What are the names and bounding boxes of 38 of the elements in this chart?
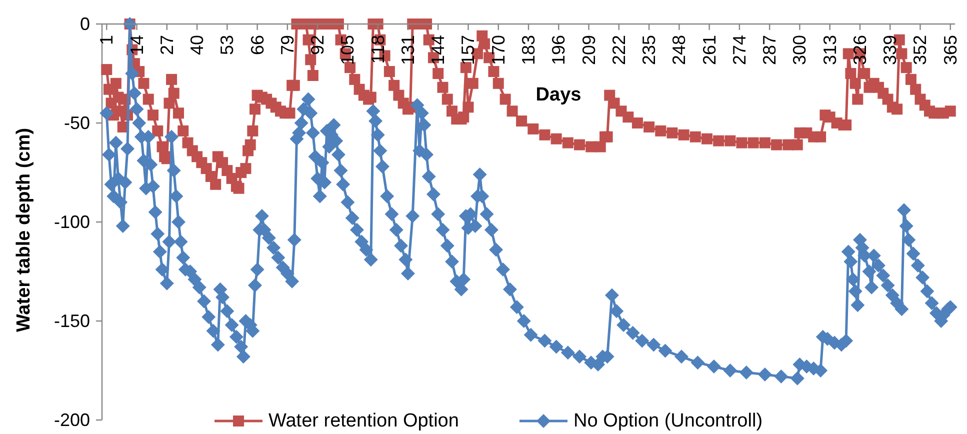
x-tick-label: 300 [790,35,810,66]
x-tick-label: 365 [940,35,960,66]
x-tick-label: 118 [368,35,388,64]
x-tick-label: 352 [910,35,930,66]
legend-label: Water retention Option [268,410,459,432]
x-tick-label: 222 [608,35,629,66]
x-tick-label: 339 [880,35,900,66]
x-axis-title: Days [536,84,582,106]
y-tick-label: -150 [54,311,90,331]
y-tick-label: -100 [54,212,90,232]
x-tick-label: 183 [518,35,538,66]
x-tick-label: 79 [277,35,298,56]
x-tick-label: 105 [338,35,358,66]
x-tick-label: 40 [187,35,208,56]
x-tick-label: 144 [428,35,448,66]
x-tick-label: 157 [458,35,478,66]
y-tick-label: -200 [54,410,90,430]
x-tick-label: 1 [96,35,117,46]
x-tick-label: 92 [308,35,328,56]
x-tick-label: 53 [217,35,238,56]
x-tick-label: 235 [639,35,660,66]
y-tick-label: -50 [64,113,90,133]
x-tick-label: 14 [126,35,147,56]
x-tick-label: 274 [729,35,750,66]
x-tick-label: 170 [488,35,508,66]
x-tick-label: 248 [669,35,690,66]
x-tick-label: 313 [820,35,840,66]
x-tick-label: 131 [398,35,418,66]
x-tick-label: 287 [760,35,780,66]
x-tick-label: 196 [548,35,569,66]
x-tick-label: 66 [247,35,268,56]
x-tick-label: 27 [156,35,177,56]
x-tick-label: 326 [850,35,870,66]
legend-label: No Option (Uncontroll) [574,410,763,432]
y-axis-title: Water table depth (cm) [14,128,34,332]
x-tick-label: 261 [699,35,720,66]
x-tick-label: 209 [578,35,599,66]
y-tick-label: 0 [80,14,90,34]
